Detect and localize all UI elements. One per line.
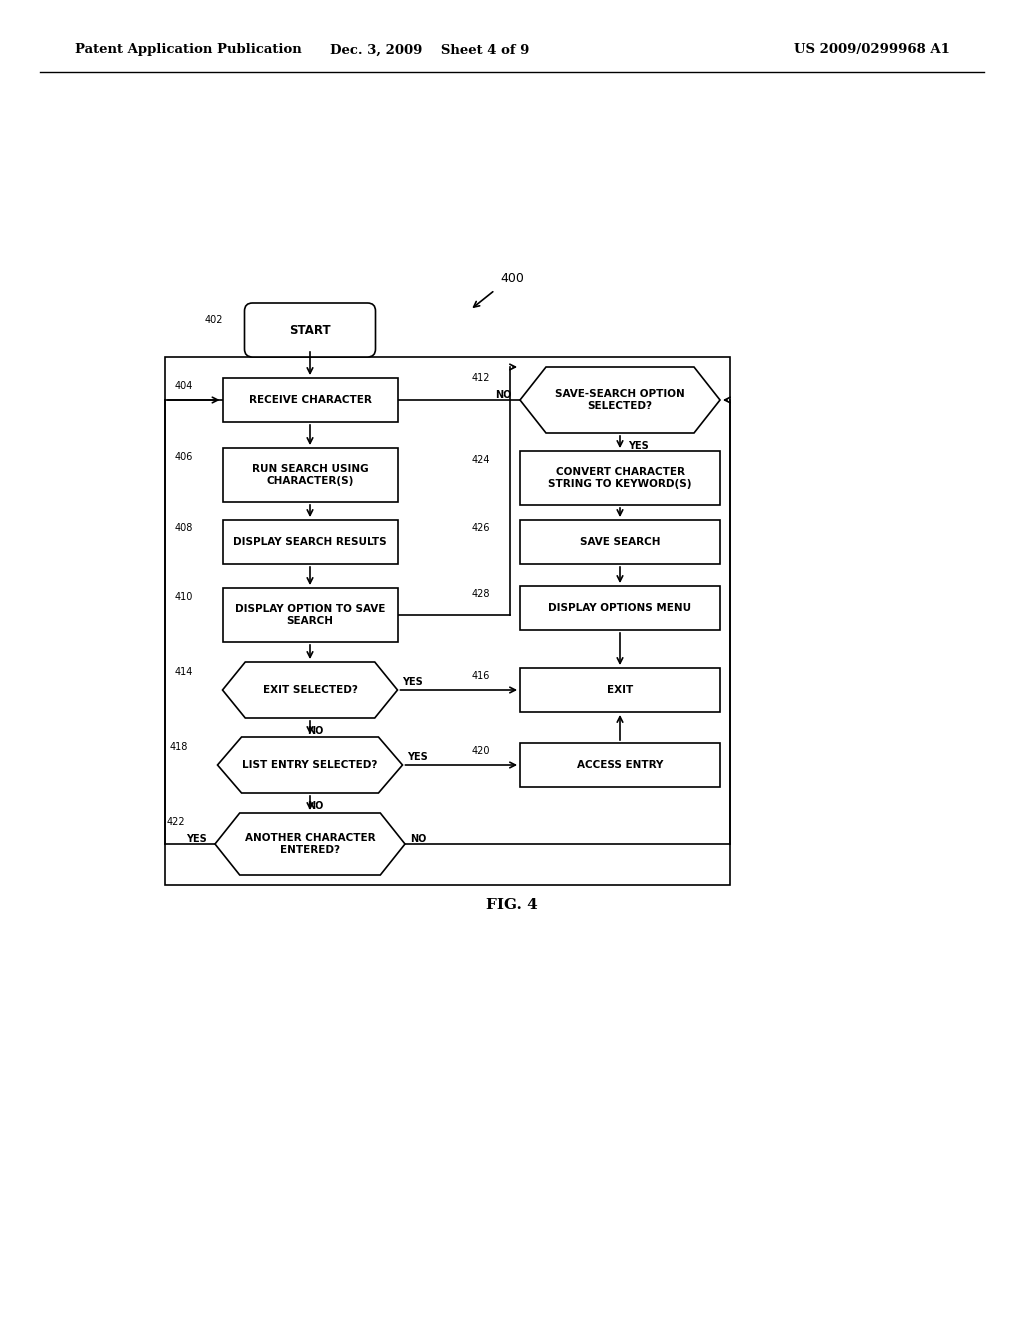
- Text: 422: 422: [167, 817, 185, 828]
- Text: Dec. 3, 2009    Sheet 4 of 9: Dec. 3, 2009 Sheet 4 of 9: [331, 44, 529, 57]
- Text: SAVE-SEARCH OPTION
SELECTED?: SAVE-SEARCH OPTION SELECTED?: [555, 389, 685, 411]
- Bar: [520, 586, 720, 630]
- Text: RECEIVE CHARACTER: RECEIVE CHARACTER: [249, 395, 372, 405]
- Text: 420: 420: [472, 746, 490, 756]
- Text: 410: 410: [174, 591, 193, 602]
- Text: 404: 404: [174, 381, 193, 391]
- Text: 418: 418: [170, 742, 187, 752]
- Text: YES: YES: [402, 677, 423, 686]
- Polygon shape: [222, 663, 397, 718]
- Text: DISPLAY SEARCH RESULTS: DISPLAY SEARCH RESULTS: [233, 537, 387, 546]
- Text: 406: 406: [174, 451, 193, 462]
- Text: 416: 416: [472, 671, 490, 681]
- Text: 414: 414: [174, 667, 193, 677]
- FancyBboxPatch shape: [245, 304, 376, 356]
- Text: NO: NO: [410, 834, 426, 843]
- Text: 402: 402: [205, 315, 223, 325]
- Text: 412: 412: [472, 374, 490, 383]
- Bar: [222, 447, 397, 502]
- Text: 400: 400: [500, 272, 524, 285]
- Bar: [520, 451, 720, 506]
- Bar: [520, 668, 720, 711]
- Text: SAVE SEARCH: SAVE SEARCH: [580, 537, 660, 546]
- Text: NO: NO: [307, 726, 324, 737]
- Text: YES: YES: [408, 752, 428, 762]
- Text: EXIT SELECTED?: EXIT SELECTED?: [262, 685, 357, 696]
- Text: 408: 408: [174, 523, 193, 533]
- Text: RUN SEARCH USING
CHARACTER(S): RUN SEARCH USING CHARACTER(S): [252, 465, 369, 486]
- Polygon shape: [215, 813, 406, 875]
- Text: FIG. 4: FIG. 4: [486, 898, 538, 912]
- Text: 428: 428: [472, 589, 490, 599]
- Polygon shape: [217, 737, 402, 793]
- Bar: [222, 520, 397, 564]
- Text: DISPLAY OPTION TO SAVE
SEARCH: DISPLAY OPTION TO SAVE SEARCH: [234, 605, 385, 626]
- Bar: [520, 743, 720, 787]
- Text: ACCESS ENTRY: ACCESS ENTRY: [577, 760, 664, 770]
- Text: LIST ENTRY SELECTED?: LIST ENTRY SELECTED?: [243, 760, 378, 770]
- Text: 424: 424: [472, 455, 490, 465]
- Text: CONVERT CHARACTER
STRING TO KEYWORD(S): CONVERT CHARACTER STRING TO KEYWORD(S): [548, 467, 692, 488]
- Polygon shape: [520, 367, 720, 433]
- Text: YES: YES: [186, 834, 207, 843]
- Bar: [222, 587, 397, 642]
- Text: START: START: [289, 323, 331, 337]
- Text: ANOTHER CHARACTER
ENTERED?: ANOTHER CHARACTER ENTERED?: [245, 833, 376, 855]
- Text: DISPLAY OPTIONS MENU: DISPLAY OPTIONS MENU: [549, 603, 691, 612]
- Text: 426: 426: [472, 523, 490, 533]
- Text: NO: NO: [307, 801, 324, 810]
- Bar: [520, 520, 720, 564]
- Text: EXIT: EXIT: [607, 685, 633, 696]
- Text: US 2009/0299968 A1: US 2009/0299968 A1: [795, 44, 950, 57]
- Text: NO: NO: [496, 389, 512, 400]
- Text: YES: YES: [628, 441, 649, 451]
- Bar: [222, 378, 397, 422]
- Text: Patent Application Publication: Patent Application Publication: [75, 44, 302, 57]
- Bar: [165, 356, 730, 884]
